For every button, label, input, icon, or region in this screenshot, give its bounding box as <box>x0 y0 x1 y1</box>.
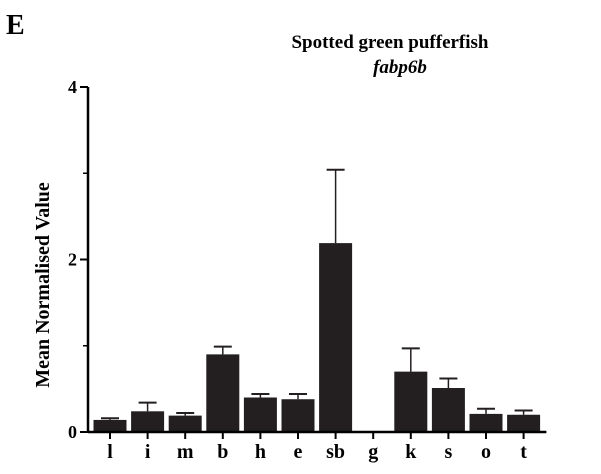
y-ticks-group: 0 2 4 <box>68 77 88 442</box>
bar-l <box>93 419 127 432</box>
panel-label: E <box>6 10 25 41</box>
plot-area: 0 2 4 l i m b h e sb g k s o t <box>68 77 547 463</box>
axes-group <box>86 87 547 434</box>
x-tick-label-t: t <box>520 441 527 463</box>
bar-m <box>168 415 202 432</box>
x-tick-label-sb: sb <box>326 441 345 463</box>
bar-o <box>469 413 503 432</box>
x-tick-label-i: i <box>145 441 151 463</box>
bar-i <box>131 411 165 432</box>
x-tick-label-g: g <box>368 441 378 463</box>
bar-t <box>507 414 541 432</box>
chart-subtitle: fabp6b <box>373 57 427 78</box>
bars-group <box>93 243 541 432</box>
x-tick-label-s: s <box>445 441 453 463</box>
x-tick-label-o: o <box>481 441 491 463</box>
y-tick-label-0: 0 <box>68 422 77 442</box>
bar-sb <box>319 243 353 432</box>
bar-k <box>394 371 428 432</box>
y-tick-label-4: 4 <box>68 77 77 97</box>
y-axis-label: Mean Normalised Value <box>32 182 54 388</box>
x-tick-label-m: m <box>177 441 194 463</box>
x-tick-label-b: b <box>217 441 228 463</box>
chart-title: Spotted green pufferfish <box>291 32 488 53</box>
x-tick-label-l: l <box>107 441 113 463</box>
x-tick-label-e: e <box>294 441 303 463</box>
bar-h <box>243 397 277 432</box>
x-tick-label-k: k <box>405 441 417 463</box>
bar-e <box>281 399 315 432</box>
error-bars-group <box>101 168 533 420</box>
x-tick-label-h: h <box>255 441 266 463</box>
x-ticks-group: l i m b h e sb g k s o t <box>107 432 527 463</box>
bar-b <box>206 354 240 432</box>
bar-s <box>431 388 465 432</box>
y-tick-label-2: 2 <box>68 250 77 270</box>
